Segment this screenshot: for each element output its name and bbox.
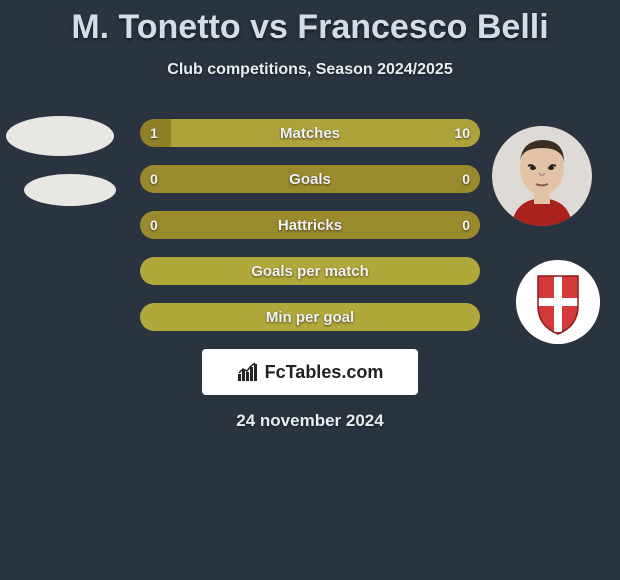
team-left-badge	[24, 174, 116, 206]
stat-value-right: 0	[462, 165, 470, 193]
stat-value-right: 10	[454, 119, 470, 147]
player-left-avatar	[6, 116, 114, 156]
player-right-avatar	[492, 126, 592, 226]
stat-label: Matches	[140, 119, 480, 147]
stat-label: Hattricks	[140, 211, 480, 239]
stat-bar: Hattricks0 0	[140, 211, 480, 239]
stat-label: Goals per match	[140, 257, 480, 285]
stat-value-left: 0	[150, 211, 158, 239]
subtitle: Club competitions, Season 2024/2025	[0, 61, 620, 79]
stat-label: Min per goal	[140, 303, 480, 331]
stat-value-right: 0	[462, 211, 470, 239]
stat-label: Goals	[140, 165, 480, 193]
team-right-badge	[516, 260, 600, 344]
stat-bar: Min per goal	[140, 303, 480, 331]
stat-value-left: 0	[150, 165, 158, 193]
date-label: 24 november 2024	[0, 411, 620, 431]
logo-text: FcTables.com	[265, 362, 384, 383]
stats-bars: Matches110Goals00Hattricks00Goals per ma…	[140, 119, 480, 331]
page-title: M. Tonetto vs Francesco Belli	[0, 0, 620, 47]
stat-bar: Goals0 0	[140, 165, 480, 193]
stat-bar: Goals per match	[140, 257, 480, 285]
stat-bar: Matches1 10	[140, 119, 480, 147]
fctables-logo: FcTables.com	[202, 349, 418, 395]
chart-icon	[237, 362, 259, 382]
stat-value-left: 1	[150, 119, 158, 147]
